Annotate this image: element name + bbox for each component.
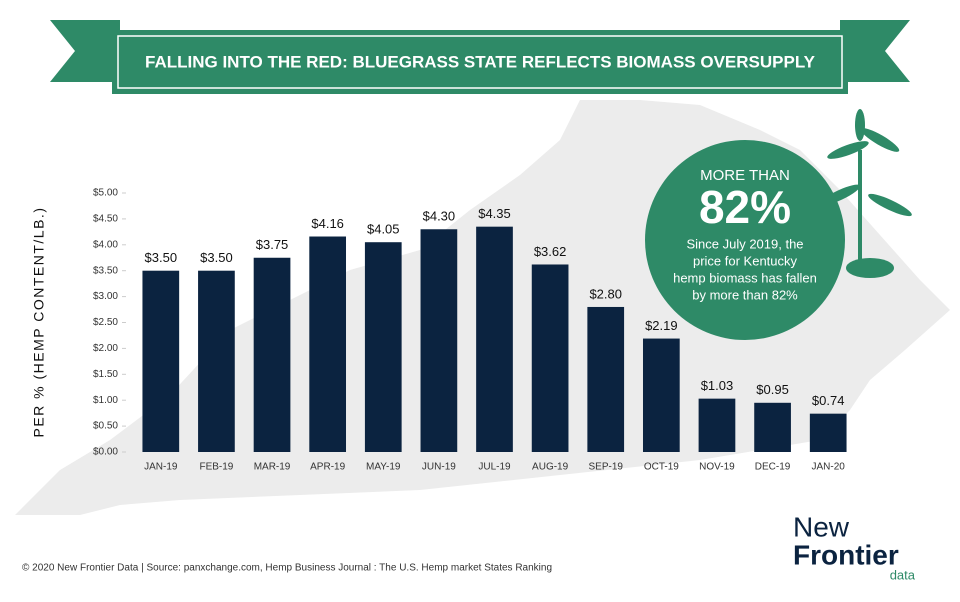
bar bbox=[754, 402, 791, 452]
value-label: $4.05 bbox=[367, 222, 400, 237]
callout-text: hemp biomass has fallen bbox=[673, 270, 817, 285]
bar bbox=[142, 270, 180, 452]
callout-text: by more than 82% bbox=[692, 287, 798, 302]
x-tick-label: NOV-19 bbox=[699, 462, 735, 473]
y-tick-label: $4.00 bbox=[93, 239, 118, 250]
value-label: $0.95 bbox=[756, 382, 789, 397]
x-tick-label: FEB-19 bbox=[199, 462, 233, 473]
callout-text: Since July 2019, the bbox=[686, 236, 803, 251]
callout-figure: 82% bbox=[699, 181, 791, 233]
y-tick-label: $2.00 bbox=[93, 343, 118, 354]
bar bbox=[698, 398, 736, 452]
y-tick-label: $0.50 bbox=[93, 421, 118, 432]
value-label: $1.03 bbox=[701, 378, 734, 393]
bar bbox=[476, 226, 513, 452]
chart-title: FALLING INTO THE RED: BLUEGRASS STATE RE… bbox=[145, 52, 816, 71]
value-label: $0.74 bbox=[812, 393, 845, 408]
value-label: $4.30 bbox=[423, 209, 456, 224]
callout-text: price for Kentucky bbox=[693, 253, 798, 268]
value-label: $3.50 bbox=[145, 250, 178, 265]
value-label: $3.50 bbox=[200, 250, 233, 265]
x-tick-label: JUL-19 bbox=[478, 462, 511, 473]
x-tick-label: MAR-19 bbox=[254, 462, 291, 473]
x-tick-label: SEP-19 bbox=[588, 462, 623, 473]
bar bbox=[420, 229, 458, 452]
banner-border bbox=[117, 35, 843, 89]
y-tick-label: $5.00 bbox=[93, 188, 118, 199]
y-tick-label: $1.00 bbox=[93, 395, 118, 406]
y-tick-label: $3.50 bbox=[93, 265, 118, 276]
x-tick-label: DEC-19 bbox=[755, 462, 791, 473]
value-label: $3.62 bbox=[534, 244, 567, 259]
value-label: $4.35 bbox=[478, 206, 511, 221]
x-tick-label: OCT-19 bbox=[644, 462, 679, 473]
plant-icon bbox=[819, 109, 912, 278]
logo-new: New bbox=[793, 511, 850, 542]
bar bbox=[587, 306, 625, 452]
value-label: $4.16 bbox=[311, 216, 344, 231]
y-tick-label: $3.00 bbox=[93, 291, 118, 302]
callout-circle bbox=[645, 140, 845, 340]
bar bbox=[642, 338, 680, 452]
footer: © 2020 New Frontier Data | Source: panxc… bbox=[22, 563, 552, 574]
bar bbox=[253, 257, 291, 452]
logo-frontier: Frontier bbox=[793, 539, 899, 570]
callout-lead: MORE THAN bbox=[700, 167, 790, 184]
x-tick-label: AUG-19 bbox=[532, 462, 569, 473]
bar bbox=[309, 236, 347, 452]
bar bbox=[364, 242, 402, 452]
bar bbox=[531, 264, 569, 452]
value-label: $2.19 bbox=[645, 318, 678, 333]
x-tick-label: JAN-19 bbox=[144, 462, 178, 473]
y-tick-label: $1.50 bbox=[93, 369, 118, 380]
y-axis-label: PER % (HEMP CONTENT/LB.) bbox=[31, 207, 47, 438]
x-tick-label: JUN-19 bbox=[422, 462, 456, 473]
bar bbox=[198, 270, 235, 452]
y-tick-label: $4.50 bbox=[93, 214, 118, 225]
banner-tail bbox=[840, 20, 910, 82]
x-tick-label: JAN-20 bbox=[812, 462, 846, 473]
banner-tail bbox=[50, 20, 120, 82]
banner bbox=[112, 30, 848, 94]
x-tick-label: MAY-19 bbox=[366, 462, 401, 473]
logo-data: data bbox=[890, 567, 916, 582]
x-tick-label: APR-19 bbox=[310, 462, 345, 473]
y-tick-label: $0.00 bbox=[93, 447, 118, 458]
value-label: $2.80 bbox=[589, 286, 622, 301]
value-label: $3.75 bbox=[256, 237, 289, 252]
bar bbox=[809, 413, 847, 452]
y-tick-label: $2.50 bbox=[93, 317, 118, 328]
